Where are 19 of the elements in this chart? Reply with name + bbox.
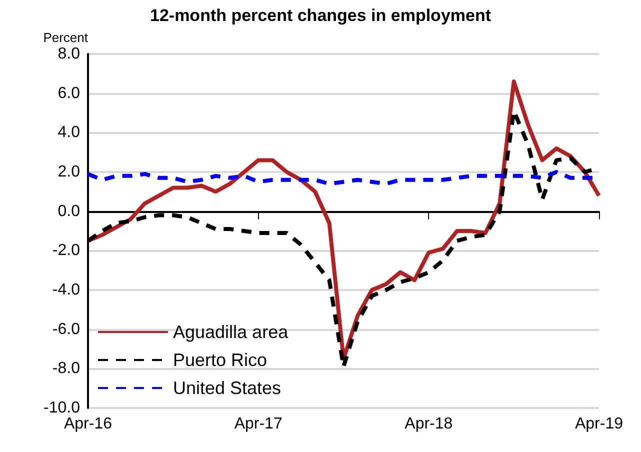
y-tick-label: 0.0 [58,202,80,220]
legend-label: United States [173,378,282,398]
x-tick-label: Apr-17 [234,416,282,432]
y-tick-label: -6.0 [52,320,80,338]
y-tick-label: 2.0 [58,164,80,180]
y-axis-title: Percent [43,30,88,45]
y-tick-label: 8.0 [58,46,80,62]
x-tick-label: Apr-16 [64,416,112,432]
y-tick-label: -4.0 [52,282,80,298]
legend-label: Aguadilla area [173,322,290,342]
y-tick-label: -8.0 [52,360,80,378]
x-tick-label: Apr-18 [404,416,453,432]
legend-label: Puerto Rico [173,350,268,370]
y-tick-label: -2.0 [52,242,80,260]
y-tick-label: 4.0 [58,124,80,142]
y-tick-label: 6.0 [58,84,80,102]
x-tick-label: Apr-19 [574,416,624,432]
y-tick-label: -10.0 [44,400,80,416]
chart-title: 12-month percent changes in employment [150,6,492,25]
